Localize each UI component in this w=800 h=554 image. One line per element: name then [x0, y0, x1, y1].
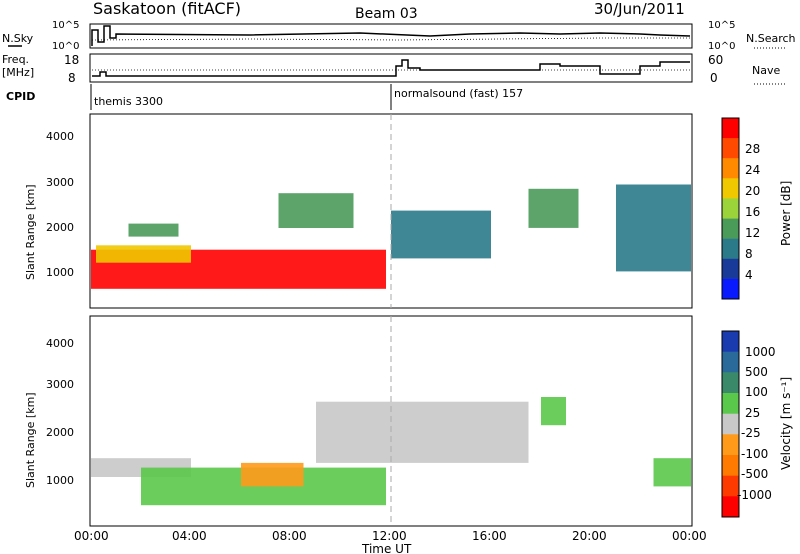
- xtick-2400: 00:00: [672, 529, 707, 543]
- vel-cbar-label-100: 100: [745, 385, 768, 399]
- power-region-2: [128, 223, 179, 237]
- x-axis-title: Time UT: [361, 542, 412, 554]
- xtick-0000: 00:00: [74, 529, 109, 543]
- power-colorbar-cell-7: [722, 258, 739, 280]
- power-ytick-1000: 1000: [46, 266, 74, 279]
- noise-search-trace: [91, 37, 690, 41]
- vel-cbar-label-m500: -500: [741, 467, 768, 481]
- freq-left-tick-top: 18: [64, 53, 79, 67]
- cpid-program-1: themis 3300: [94, 95, 163, 108]
- noise-left-label: N.Sky: [2, 32, 34, 45]
- velocity-data-layer: [91, 397, 691, 506]
- freq-trace: [92, 59, 690, 77]
- power-colorbar-cell-5: [722, 218, 739, 240]
- freq-left-label-2: [MHz]: [2, 66, 34, 79]
- freq-right-tick-bottom: 0: [710, 71, 718, 85]
- power-cbar-label-28: 28: [745, 142, 760, 156]
- power-cbar-label-16: 16: [745, 205, 760, 219]
- velocity-colorbar-cell-1: [722, 351, 739, 373]
- vel-cbar-label-1000: 1000: [745, 345, 776, 359]
- velocity-colorbar-cell-3: [722, 393, 739, 415]
- velocity-colorbar-cells: [722, 331, 739, 518]
- power-colorbar-cell-8: [722, 278, 739, 300]
- velocity-colorbar-cell-4: [722, 413, 739, 435]
- velocity-region-2: [241, 462, 304, 487]
- vel-cbar-label-500: 500: [745, 365, 768, 379]
- velocity-ytick-4000: 4000: [46, 337, 74, 350]
- power-colorbar-cell-0: [722, 118, 739, 139]
- power-ytick-4000: 4000: [46, 130, 74, 143]
- velocity-ytick-1000: 1000: [46, 474, 74, 487]
- date-title: 30/Jun/2011: [594, 0, 685, 18]
- velocity-colorbar-cell-8: [722, 496, 739, 518]
- power-cbar-label-20: 20: [745, 184, 760, 198]
- power-panel: 1000 2000 3000 4000 Slant Range [km]: [24, 113, 693, 309]
- velocity-colorbar-cell-5: [722, 434, 739, 456]
- power-data-layer: [91, 184, 691, 289]
- velocity-y-title: Slant Range [km]: [24, 392, 37, 488]
- noise-left-tick-top: 10^5: [52, 20, 79, 31]
- power-colorbar-frame: [721, 117, 740, 300]
- vel-cbar-label-m25: -25: [741, 426, 761, 440]
- freq-left-tick-bottom: 8: [68, 71, 76, 85]
- velocity-colorbar-cell-6: [722, 455, 739, 477]
- noise-left-tick-bottom: 10^0: [52, 41, 79, 52]
- power-region-5: [528, 188, 579, 228]
- site-title: Saskatoon (fitACF): [93, 0, 241, 18]
- power-cbar-title: Power [dB]: [779, 181, 793, 246]
- power-colorbar-cell-3: [722, 178, 739, 199]
- velocity-ytick-3000: 3000: [46, 378, 74, 391]
- noise-right-tick-top: 10^5: [708, 20, 735, 31]
- velocity-panel: 1000 2000 3000 4000 Slant Range [km]: [24, 315, 693, 527]
- noise-right-label: N.Search: [746, 32, 796, 45]
- power-region-6: [616, 184, 691, 272]
- power-region-1: [96, 245, 191, 263]
- power-y-title: Slant Range [km]: [24, 184, 37, 280]
- velocity-colorbar-cell-2: [722, 372, 739, 394]
- velocity-colorbar: 1000 500 100 25 -25 -100 -500 -1000 Velo…: [721, 330, 793, 518]
- velocity-region-5: [653, 458, 691, 487]
- vel-cbar-title: Velocity [m s⁻¹]: [779, 377, 793, 470]
- power-cbar-label-24: 24: [745, 163, 760, 177]
- power-colorbar-cell-6: [722, 238, 739, 260]
- freq-right-tick-top: 60: [708, 53, 723, 67]
- vel-cbar-label-25: 25: [745, 406, 760, 420]
- xtick-2000: 20:00: [572, 529, 607, 543]
- beam-title: Beam 03: [355, 6, 418, 22]
- velocity-colorbar-frame: [721, 330, 740, 518]
- power-cbar-label-4: 4: [745, 268, 753, 282]
- xtick-0400: 04:00: [172, 529, 207, 543]
- freq-panel-frame: [89, 53, 693, 83]
- velocity-ytick-2000: 2000: [46, 426, 74, 439]
- velocity-region-3: [316, 401, 529, 463]
- power-colorbar-cell-2: [722, 158, 739, 179]
- velocity-colorbar-cell-7: [722, 475, 739, 497]
- velocity-region-4: [541, 397, 566, 426]
- xtick-1600: 16:00: [472, 529, 507, 543]
- power-colorbar-cell-4: [722, 198, 739, 219]
- noise-sky-trace: [91, 25, 691, 46]
- xtick-1200: 12:00: [372, 529, 407, 543]
- freq-left-label-1: Freq.: [2, 53, 29, 66]
- power-cbar-label-12: 12: [745, 226, 760, 240]
- vel-cbar-label-m1000: -1000: [737, 488, 772, 502]
- power-cbar-label-8: 8: [745, 247, 753, 261]
- vel-cbar-label-m100: -100: [741, 447, 768, 461]
- power-colorbar-cell-1: [722, 138, 739, 159]
- cpid-program-2: normalsound (fast) 157: [394, 87, 523, 100]
- power-region-3: [278, 193, 354, 228]
- velocity-colorbar-cell-0: [722, 331, 739, 353]
- xtick-0800: 08:00: [272, 529, 307, 543]
- nave-label: Nave: [752, 64, 780, 77]
- power-colorbar: 4 8 12 16 20 24 28 Power [dB]: [721, 117, 793, 300]
- power-colorbar-cells: [722, 118, 739, 300]
- power-ytick-3000: 3000: [46, 176, 74, 189]
- noise-right-tick-bottom: 10^0: [708, 41, 735, 52]
- power-region-4: [391, 210, 491, 259]
- noise-panel-frame: [89, 23, 693, 49]
- cpid-label: CPID: [6, 90, 35, 103]
- power-ytick-2000: 2000: [46, 221, 74, 234]
